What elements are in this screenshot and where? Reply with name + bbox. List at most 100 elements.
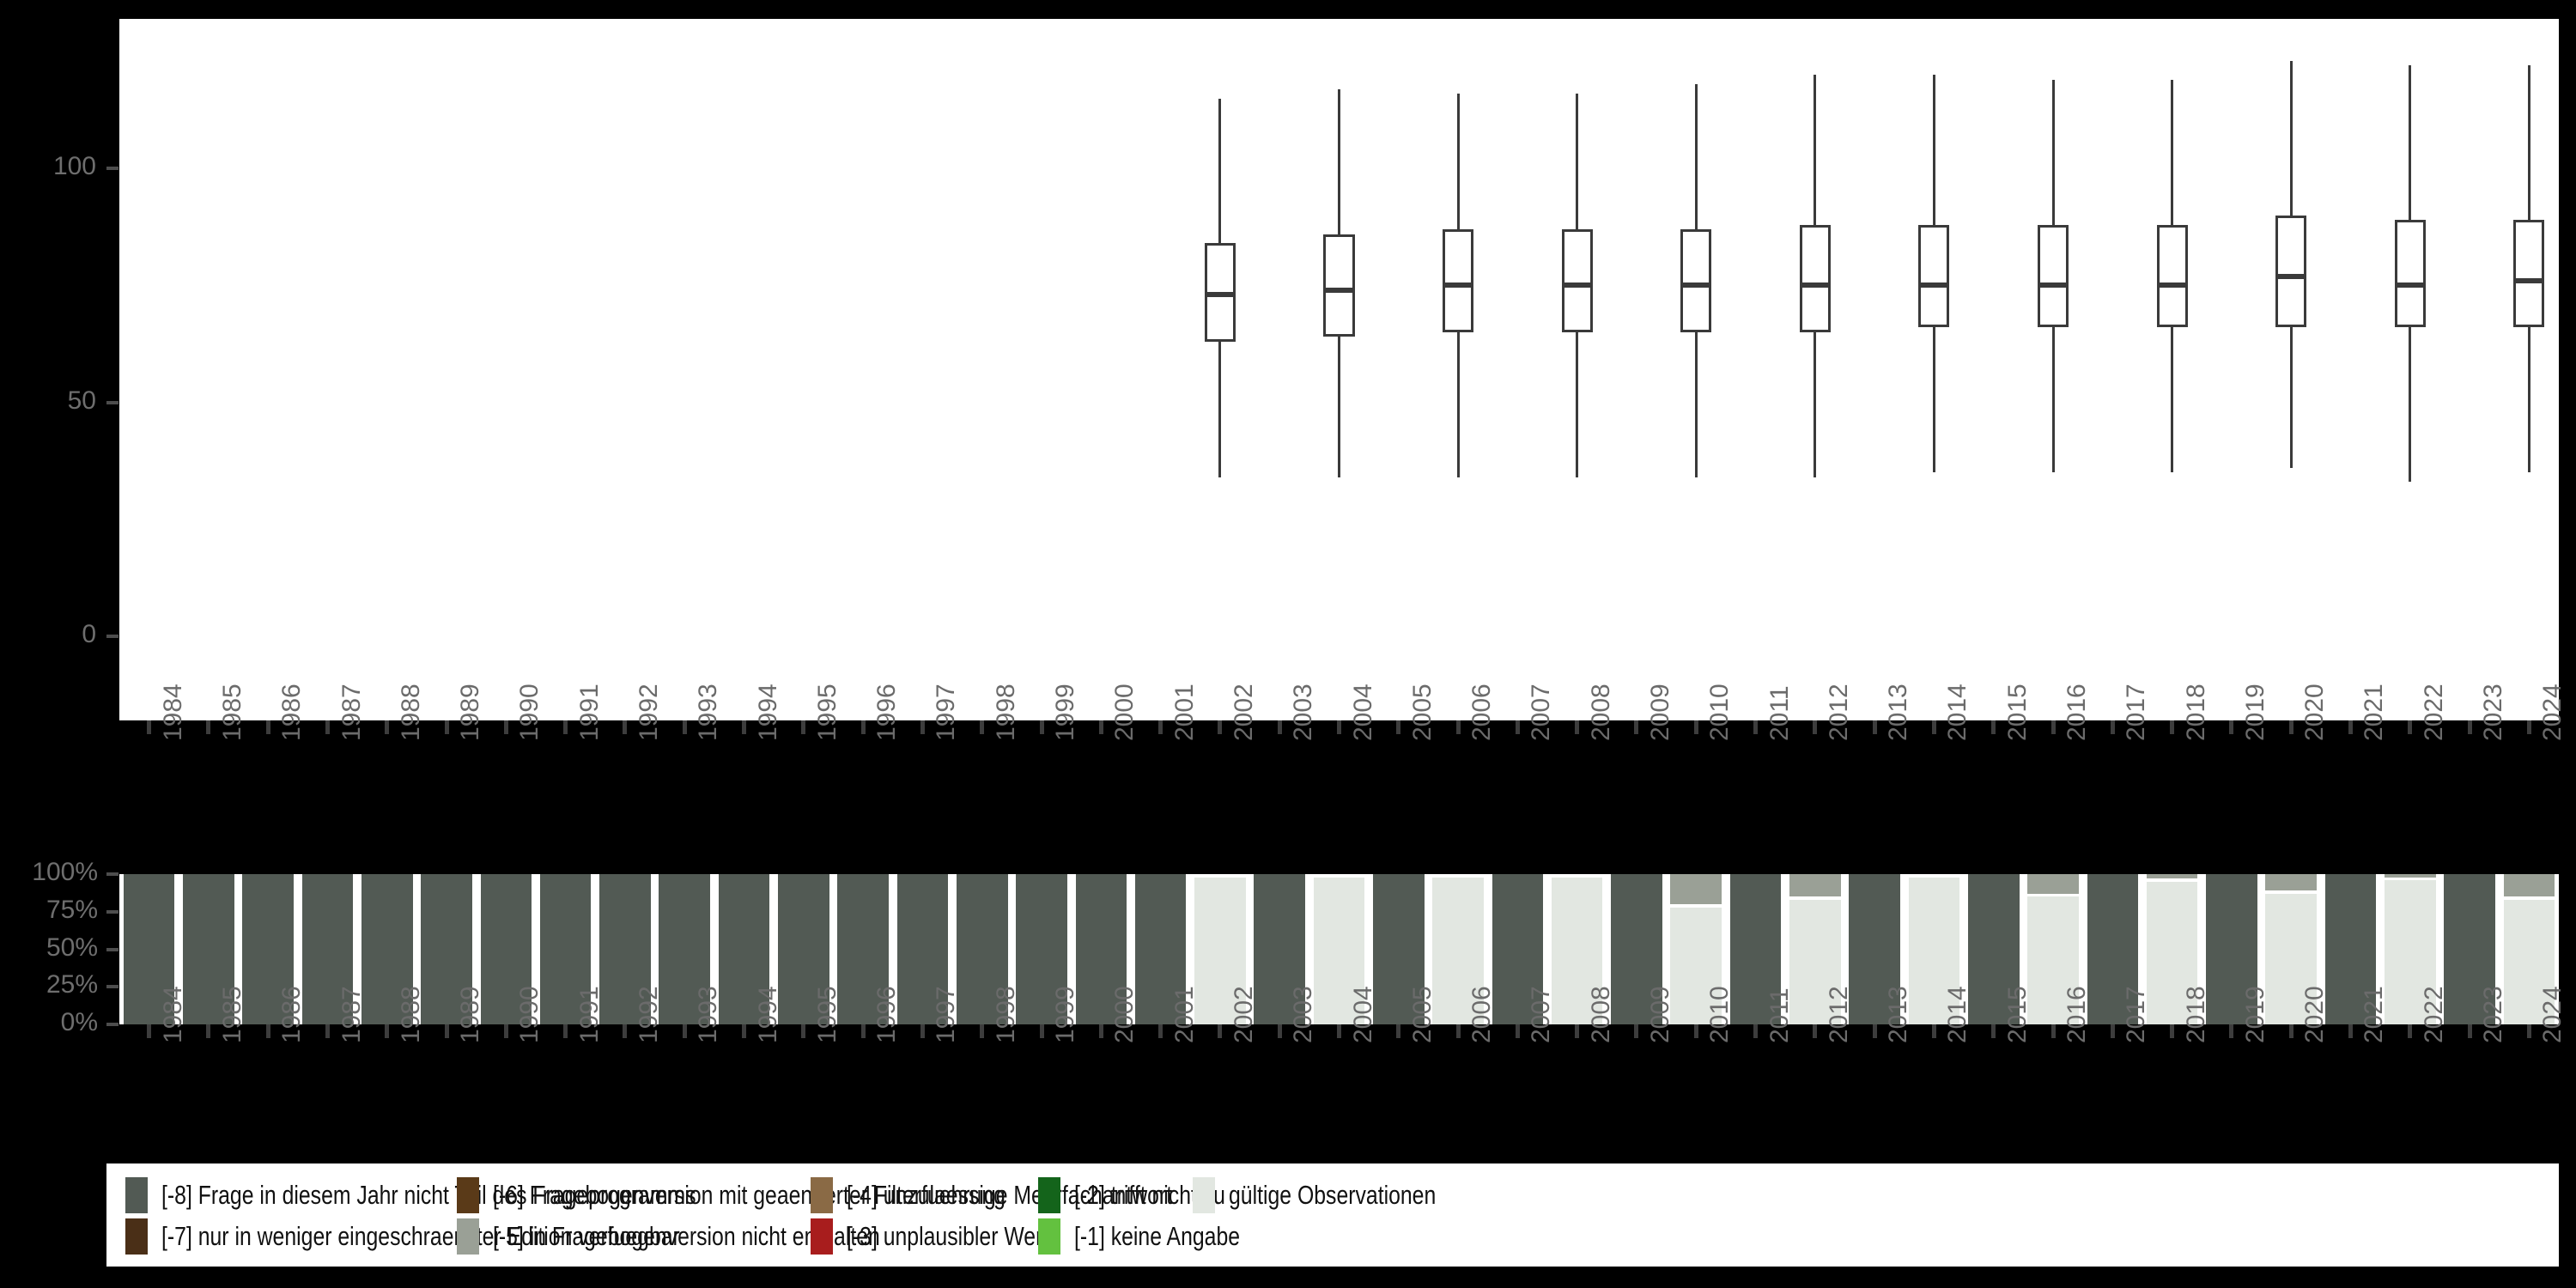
boxplot-2012 xyxy=(1799,19,1831,720)
boxplot-x-tick-mark xyxy=(1872,720,1877,734)
legend-swatch xyxy=(125,1177,148,1213)
stacked-bar-1995 xyxy=(778,874,829,1024)
bar-x-tick-label: 2011 xyxy=(1765,987,1794,1043)
bar-x-tick-mark xyxy=(444,1024,449,1038)
legend-item[interactable]: [-4] unzulaessige Mehrfachantwort xyxy=(811,1175,1254,1216)
legend-item[interactable]: [-7] nur in weniger eingeschraenkter Edi… xyxy=(125,1216,810,1257)
boxplot-x-tick-label: 1991 xyxy=(574,683,604,741)
bar-x-tick-mark xyxy=(1337,1024,1341,1038)
boxplot-x-tick-mark xyxy=(444,720,449,734)
bar-x-tick-mark xyxy=(1813,1024,1818,1038)
bar-x-tick-mark xyxy=(2229,1024,2234,1038)
bar-segment-m1 xyxy=(2147,878,2198,882)
boxplot-x-tick-label: 2012 xyxy=(1824,683,1853,741)
boxplot-y-tick-label: 0 xyxy=(82,619,96,648)
bar-x-tick-mark xyxy=(2526,1024,2531,1038)
bar-x-tick-mark xyxy=(2348,1024,2353,1038)
bar-x-tick-label: 1991 xyxy=(574,986,604,1043)
stacked-bar-1987 xyxy=(301,874,354,1024)
boxplot-x-tick-mark xyxy=(1218,720,1223,734)
stacked-bar-2016 xyxy=(2027,874,2079,1024)
bar-x-tick-label: 2004 xyxy=(1348,986,1377,1043)
stacked-bar-2017 xyxy=(2087,874,2139,1024)
bar-segment-m8 xyxy=(539,874,592,1024)
bar-x-tick-mark xyxy=(1634,1024,1639,1038)
bar-x-tick-mark xyxy=(1753,1024,1759,1038)
bar-x-tick-label: 1988 xyxy=(396,986,425,1043)
legend-item[interactable]: [-3] unplausibler Wert xyxy=(811,1216,1099,1257)
boxplot-box xyxy=(2275,215,2307,328)
bar-x-tick-mark xyxy=(206,1024,211,1038)
bar-x-tick-label: 2017 xyxy=(2122,986,2151,1043)
bar-segment-m1 xyxy=(1552,874,1603,878)
bar-x-tick-mark xyxy=(1872,1024,1877,1038)
bar-segment-m1 xyxy=(1432,874,1484,878)
boxplot-box xyxy=(2394,220,2426,328)
bar-segment-valid xyxy=(2265,893,2317,1024)
boxplot-x-tick-mark xyxy=(2467,720,2472,734)
bar-x-tick-mark xyxy=(1515,1024,1520,1038)
bar-y-tick-label: 0% xyxy=(60,1008,98,1036)
boxplot-x-tick-label: 2023 xyxy=(2479,683,2508,741)
bar-segment-m8 xyxy=(1372,874,1425,1024)
stacked-bar-2006 xyxy=(1432,874,1484,1024)
bar-x-tick-label: 1990 xyxy=(515,986,544,1043)
stacked-bar-2000 xyxy=(1075,874,1127,1024)
legend-item[interactable]: gültige Observationen xyxy=(1193,1175,1488,1216)
bar-y-tick-mark xyxy=(106,909,118,914)
stacked-bar-1992 xyxy=(599,874,651,1024)
bar-segment-m8 xyxy=(2087,874,2139,1024)
boxplot-x-tick-label: 1989 xyxy=(456,683,485,741)
bar-x-tick-label: 2018 xyxy=(2181,986,2210,1043)
bar-x-tick-label: 1993 xyxy=(694,986,723,1043)
legend-item[interactable]: [-1] keine Angabe xyxy=(1038,1216,1281,1257)
legend-item[interactable]: [-6] Fragebogenversion mit geaenderter F… xyxy=(457,1175,1133,1216)
bar-x-tick-mark xyxy=(385,1024,390,1038)
bar-segment-m5 xyxy=(2146,874,2198,879)
bar-x-tick-label: 2002 xyxy=(1229,986,1258,1043)
boxplot-x-tick-label: 2019 xyxy=(2240,683,2269,741)
bar-x-tick-mark xyxy=(623,1024,628,1038)
boxplot-x-tick-mark xyxy=(563,720,568,734)
boxplot-x-tick-label: 2004 xyxy=(1348,683,1377,741)
stacked-bar-2008 xyxy=(1551,874,1603,1024)
boxplot-y-tick-mark xyxy=(106,634,118,638)
bar-segment-m8 xyxy=(183,874,234,1024)
boxplot-x-tick-mark xyxy=(801,720,806,734)
boxplot-x-tick-mark xyxy=(1039,720,1044,734)
boxplot-x-tick-mark xyxy=(920,720,925,734)
stacked-bar-2004 xyxy=(1313,874,1365,1024)
boxplot-x-tick-mark xyxy=(2050,720,2056,734)
boxplot-x-tick-mark xyxy=(1575,720,1580,734)
boxplot-x-tick-mark xyxy=(1753,720,1759,734)
boxplot-median xyxy=(2037,283,2069,289)
bar-segment-valid xyxy=(1670,907,1722,1024)
boxplot-x-tick-label: 1984 xyxy=(158,683,187,741)
boxplot-median xyxy=(1204,292,1236,298)
boxplot-x-tick-label: 1987 xyxy=(337,683,366,741)
bar-segment-m8 xyxy=(1134,874,1187,1024)
legend-item[interactable]: [-8] Frage in diesem Jahr nicht Teil des… xyxy=(125,1175,829,1216)
boxplot-x-tick-label: 2014 xyxy=(1943,683,1972,741)
legend-swatch xyxy=(1038,1218,1060,1255)
boxplot-x-tick-mark xyxy=(1098,720,1103,734)
stacked-bar-1991 xyxy=(539,874,592,1024)
boxplot-x-tick-label: 1993 xyxy=(694,683,723,741)
bar-x-tick-label: 2020 xyxy=(2300,986,2330,1043)
bar-x-tick-mark xyxy=(1693,1024,1698,1038)
stacked-bar-2022 xyxy=(2384,874,2436,1024)
stacked-bar-1996 xyxy=(837,874,889,1024)
boxplot-x-tick-label: 1990 xyxy=(515,683,544,741)
stacked-bar-2018 xyxy=(2146,874,2198,1024)
bar-x-tick-mark xyxy=(1575,1024,1580,1038)
boxplot-x-tick-mark xyxy=(980,720,985,734)
boxplot-x-tick-mark xyxy=(1931,720,1936,734)
bar-segment-valid xyxy=(2146,881,2198,1024)
boxplot-x-tick-mark xyxy=(206,720,211,734)
boxplot-box xyxy=(1443,229,1474,332)
boxplot-x-tick-mark xyxy=(1158,720,1163,734)
boxplot-median xyxy=(1561,283,1593,289)
stacked-bar-2003 xyxy=(1254,874,1305,1024)
bar-segment-m5 xyxy=(2265,874,2317,891)
bar-x-tick-mark xyxy=(2288,1024,2293,1038)
